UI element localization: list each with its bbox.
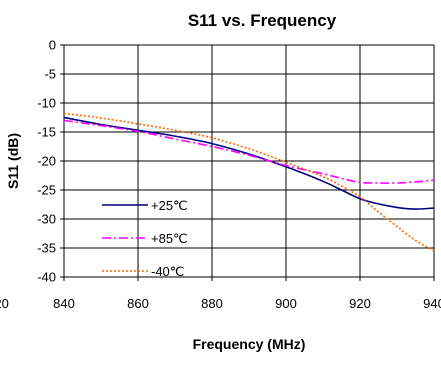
legend-label-3: -40℃ (151, 264, 184, 279)
chart-title: S11 vs. Frequency (188, 11, 337, 30)
y-axis-ticks: 0 -5 -10 -15 -20 -25 -30 -35 -40 (37, 38, 64, 285)
y-tick-label: -5 (44, 67, 56, 82)
y-tick-label: -35 (37, 241, 56, 256)
y-tick-label: -40 (37, 270, 56, 285)
y-tick-label: -25 (37, 183, 56, 198)
x-axis-label: Frequency (MHz) (193, 336, 306, 352)
series-line-1 (63, 116, 435, 210)
legend-label-2: +85℃ (151, 231, 188, 246)
y-tick-label: -10 (37, 96, 56, 111)
y-axis-label: S11 (dB) (5, 133, 21, 189)
y-tick-label: 0 (49, 38, 56, 53)
x-axis-ticks: 820 840 860 880 900 920 940 (0, 277, 441, 311)
series-layer (63, 112, 435, 252)
x-tick-label: 940 (423, 296, 441, 311)
x-tick-label: 880 (201, 296, 223, 311)
legend: +25℃ +85℃ -40℃ (102, 198, 188, 279)
y-tick-label: -20 (37, 154, 56, 169)
x-tick-label: 860 (127, 296, 149, 311)
x-tick-label: 840 (53, 296, 75, 311)
x-tick-label: 920 (349, 296, 371, 311)
y-tick-label: -15 (37, 125, 56, 140)
legend-label-1: +25℃ (151, 198, 188, 213)
x-tick-label: 900 (275, 296, 297, 311)
y-tick-label: -30 (37, 212, 56, 227)
x-tick-label: 820 (0, 296, 9, 311)
series-line-3 (63, 112, 435, 252)
